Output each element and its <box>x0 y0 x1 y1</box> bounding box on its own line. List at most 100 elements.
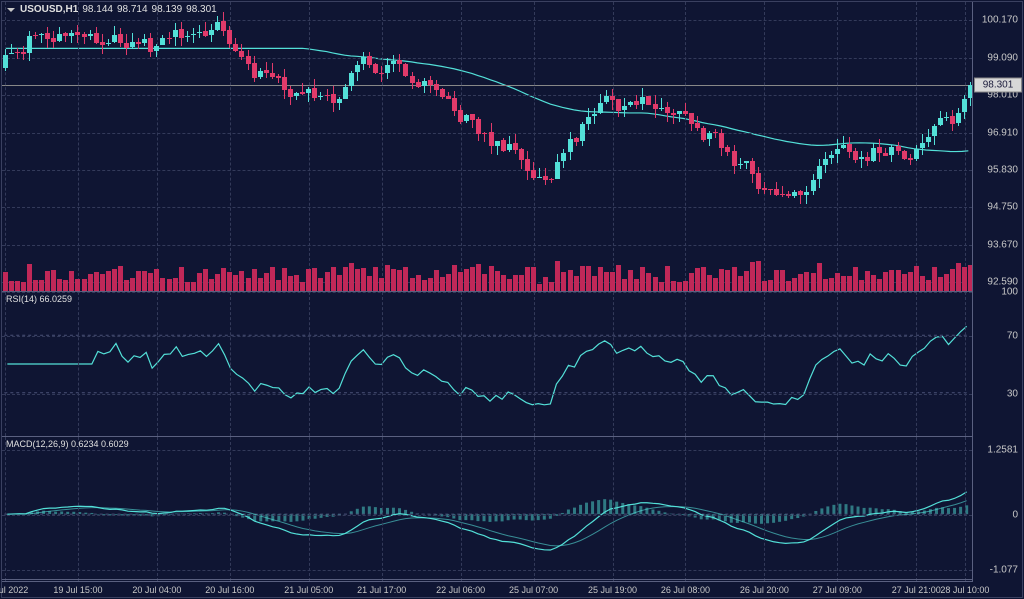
candle[interactable] <box>185 31 190 42</box>
candle[interactable] <box>118 28 123 47</box>
candle[interactable] <box>203 22 208 36</box>
candle[interactable] <box>136 38 141 49</box>
candle[interactable] <box>410 72 415 89</box>
macd-panel[interactable]: MACD(12,26,9) 0.6234 0.6029 <box>2 437 972 582</box>
candle[interactable] <box>337 97 342 111</box>
candle[interactable] <box>106 39 111 46</box>
rsi-panel[interactable]: RSI(14) 66.0259 <box>2 292 972 437</box>
candle[interactable] <box>416 79 421 88</box>
candle[interactable] <box>270 63 275 79</box>
candle[interactable] <box>489 123 494 154</box>
candle[interactable] <box>112 26 117 43</box>
candle[interactable] <box>39 33 44 43</box>
candle[interactable] <box>130 33 135 49</box>
candle[interactable] <box>385 58 390 79</box>
candle[interactable] <box>586 108 591 130</box>
candle[interactable] <box>3 49 8 72</box>
candle[interactable] <box>883 148 888 156</box>
candle[interactable] <box>167 32 172 44</box>
candle[interactable] <box>853 148 858 163</box>
candle[interactable] <box>610 89 615 110</box>
candle[interactable] <box>634 95 639 109</box>
candle[interactable] <box>768 189 773 195</box>
candle[interactable] <box>811 174 816 195</box>
candle[interactable] <box>100 34 105 54</box>
candle[interactable] <box>452 91 457 116</box>
candle[interactable] <box>622 98 627 117</box>
candle[interactable] <box>920 134 925 154</box>
candle[interactable] <box>616 99 621 117</box>
candle[interactable] <box>665 102 670 122</box>
candle[interactable] <box>689 113 694 131</box>
candle[interactable] <box>774 182 779 196</box>
candle[interactable] <box>233 38 238 52</box>
candle[interactable] <box>531 162 536 180</box>
candle[interactable] <box>458 105 463 124</box>
candle[interactable] <box>191 28 196 43</box>
candle[interactable] <box>507 136 512 152</box>
candle[interactable] <box>148 33 153 57</box>
candle[interactable] <box>88 30 93 40</box>
candle[interactable] <box>902 150 907 160</box>
candle[interactable] <box>646 96 651 106</box>
candle[interactable] <box>683 103 688 115</box>
candle[interactable] <box>561 149 566 168</box>
candle[interactable] <box>926 129 931 147</box>
candle[interactable] <box>725 145 730 156</box>
candle[interactable] <box>373 63 378 74</box>
candle[interactable] <box>264 62 269 79</box>
candle[interactable] <box>318 92 323 100</box>
candle[interactable] <box>750 158 755 183</box>
candle[interactable] <box>63 32 68 41</box>
candle[interactable] <box>707 131 712 146</box>
candle[interactable] <box>817 159 822 188</box>
candle[interactable] <box>677 111 682 122</box>
candle[interactable] <box>792 190 797 198</box>
candle[interactable] <box>306 87 311 101</box>
candle[interactable] <box>738 158 743 169</box>
candle[interactable] <box>428 76 433 93</box>
candle[interactable] <box>598 94 603 114</box>
candle[interactable] <box>197 25 202 37</box>
candle[interactable] <box>215 16 220 30</box>
candle[interactable] <box>246 50 251 70</box>
candle[interactable] <box>221 12 226 36</box>
candle[interactable] <box>51 31 56 48</box>
candle[interactable] <box>592 108 597 124</box>
candle[interactable] <box>331 86 336 112</box>
candle[interactable] <box>653 95 658 117</box>
candle[interactable] <box>57 27 62 42</box>
candle[interactable] <box>379 66 384 81</box>
candle[interactable] <box>27 31 32 62</box>
candle[interactable] <box>21 46 26 60</box>
candle[interactable] <box>440 88 445 99</box>
candle[interactable] <box>871 143 876 162</box>
candle[interactable] <box>889 145 894 162</box>
candle[interactable] <box>762 182 767 194</box>
candle[interactable] <box>160 35 165 45</box>
candle[interactable] <box>312 79 317 101</box>
candle[interactable] <box>361 52 366 70</box>
candle[interactable] <box>294 92 299 100</box>
candle[interactable] <box>756 167 761 194</box>
candle[interactable] <box>574 137 579 146</box>
candle[interactable] <box>823 152 828 172</box>
candle[interactable] <box>865 152 870 166</box>
candle[interactable] <box>343 84 348 99</box>
candle[interactable] <box>252 56 257 82</box>
price-panel[interactable]: USOUSD,H1 98.144 98.714 98.139 98.301 <box>2 2 972 292</box>
candle[interactable] <box>568 132 573 160</box>
candle[interactable] <box>713 129 718 138</box>
candle[interactable] <box>179 22 184 47</box>
candle[interactable] <box>464 114 469 123</box>
candle[interactable] <box>877 139 882 162</box>
candle[interactable] <box>69 30 74 43</box>
candle[interactable] <box>950 110 955 131</box>
candle[interactable] <box>847 137 852 158</box>
candle[interactable] <box>719 129 724 155</box>
candle[interactable] <box>258 68 263 78</box>
candle[interactable] <box>543 168 548 185</box>
candle[interactable] <box>640 88 645 110</box>
candle[interactable] <box>403 63 408 77</box>
candle[interactable] <box>422 78 427 93</box>
